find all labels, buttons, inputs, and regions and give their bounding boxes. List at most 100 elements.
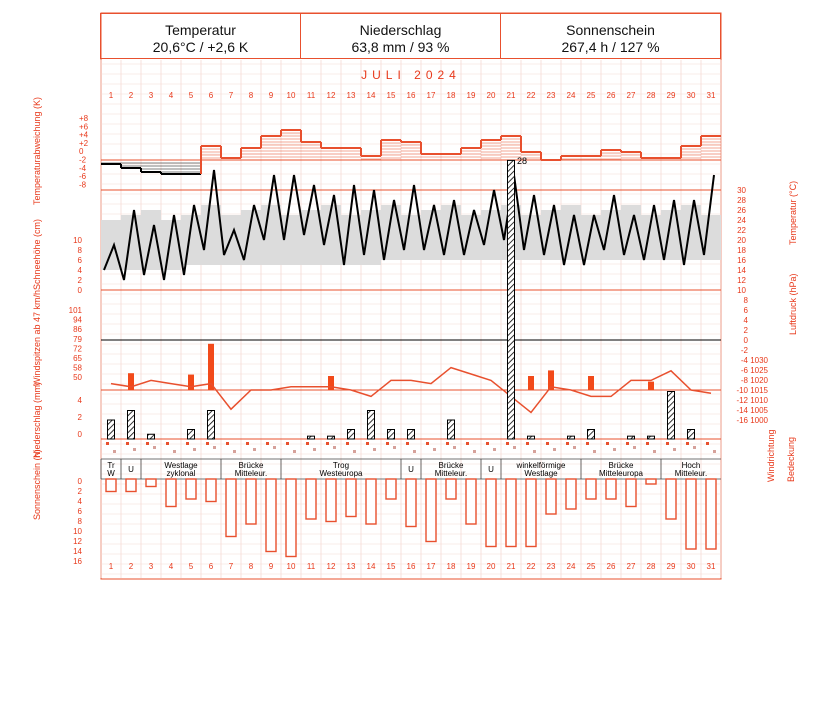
- sunshine-bar: [485, 478, 497, 548]
- day-label-bottom: 4: [169, 562, 174, 571]
- day-label-bottom: 29: [667, 562, 676, 571]
- sunshine-bar: [445, 478, 457, 500]
- weather-type-label: Brücke: [609, 461, 634, 470]
- weather-type-label: Trog: [333, 461, 349, 470]
- day-label-top: 5: [189, 91, 194, 100]
- pressure-tick-label: 1000: [750, 416, 768, 425]
- pressure-dev-tick-label: -4: [741, 356, 749, 365]
- wind-dir-marker: [246, 442, 249, 445]
- pressure-dev-tick-label: -16: [736, 416, 748, 425]
- wind-dir-marker: [686, 442, 689, 445]
- wind-dir-marker: [626, 442, 629, 445]
- sunshine-title: Sonnenschein: [566, 22, 655, 38]
- wind-bar: [548, 370, 554, 390]
- sunshine-bar: [585, 478, 597, 500]
- cloud-label: Bedeckung: [786, 437, 796, 482]
- temp-tick-label: 30: [737, 186, 746, 195]
- sunshine-bar: [145, 478, 157, 488]
- temp-tick-label: 18: [737, 246, 746, 255]
- sunshine-tick-label: 8: [78, 517, 83, 526]
- cloud-marker: [693, 446, 696, 449]
- precipitation-value: 63,8 mm / 93 %: [351, 39, 450, 55]
- temp-axis-label: Temperatur (°C): [788, 181, 798, 245]
- temp-tick-label: 12: [737, 276, 746, 285]
- cloud-marker: [313, 448, 316, 451]
- anomaly-tick-label: +6: [79, 122, 89, 131]
- day-label-top: 16: [407, 91, 416, 100]
- weather-type-label: winkelförmige: [516, 461, 566, 470]
- wind-dir-marker: [666, 442, 669, 445]
- pressure-tick-label: 1030: [750, 356, 768, 365]
- temp-normal-band: [601, 210, 621, 260]
- temp-tick-label: 28: [737, 196, 746, 205]
- anomaly-tick-label: +2: [79, 139, 89, 148]
- wind-dir-marker: [546, 442, 549, 445]
- cloud-marker: [333, 446, 336, 449]
- precip-bar: [447, 419, 455, 440]
- temp-normal-band: [301, 210, 321, 265]
- weather-type-label: Westlage: [164, 461, 198, 470]
- sunshine-bar: [405, 478, 417, 528]
- weather-type-label: Mitteleur.: [435, 469, 467, 478]
- sunshine-tick-label: 14: [73, 547, 82, 556]
- pressure-axis-label: Luftdruck (hPa): [788, 273, 798, 335]
- pressure-dev-tick-label: 8: [744, 296, 749, 305]
- day-label-bottom: 23: [547, 562, 556, 571]
- wind-dir-marker: [406, 442, 409, 445]
- day-label-top: 11: [307, 91, 316, 100]
- temp-normal-band: [201, 205, 221, 265]
- precip-tick-label: 0: [78, 430, 83, 439]
- wind-tick-label: 94: [73, 316, 82, 325]
- day-label-bottom: 6: [209, 562, 214, 571]
- precip-tick-label: 2: [78, 413, 83, 422]
- snow-tick-label: 8: [78, 246, 83, 255]
- wind-bar: [588, 376, 594, 390]
- day-label-bottom: 28: [647, 562, 656, 571]
- wind-dir-marker: [586, 442, 589, 445]
- pressure-line: [110, 366, 712, 414]
- cloud-marker: [573, 446, 576, 449]
- weather-type-label: Mitteleur.: [235, 469, 267, 478]
- sunshine-axis-label: Sonnenschein (h): [32, 449, 42, 520]
- wind-dir-marker: [566, 442, 569, 445]
- temperature-value: 20,6°C / +2,6 K: [152, 39, 249, 55]
- wind-bar: [128, 373, 134, 390]
- wind-tick-label: 65: [73, 354, 82, 363]
- snow-tick-label: 4: [78, 266, 83, 275]
- cloud-marker: [593, 450, 596, 453]
- day-label-bottom: 27: [627, 562, 636, 571]
- pressure-dev-tick-label: 6: [744, 306, 749, 315]
- temp-normal-band: [101, 220, 121, 270]
- snow-tick-label: 6: [78, 256, 83, 265]
- pressure-tick-label: 1005: [750, 406, 768, 415]
- day-label-top: 6: [209, 91, 214, 100]
- day-label-bottom: 17: [427, 562, 436, 571]
- sunshine-bar: [465, 478, 477, 525]
- precip-axis-label: Niederschlag (mm): [32, 382, 42, 458]
- weather-type-label: Westeuropa: [320, 469, 364, 478]
- sunshine-tick-label: 4: [78, 497, 83, 506]
- sunshine-tick-label: 16: [73, 557, 82, 566]
- temp-normal-band: [361, 210, 381, 265]
- wind-dir-marker: [286, 442, 289, 445]
- sunshine-bar: [365, 478, 377, 525]
- sunshine-bar: [665, 478, 677, 520]
- precip-bar: [187, 429, 195, 440]
- sunshine-bar: [125, 478, 137, 493]
- temp-normal-band: [181, 215, 201, 265]
- cloud-marker: [393, 446, 396, 449]
- cloud-marker: [273, 446, 276, 449]
- precip-bar: [407, 429, 415, 440]
- cloud-marker: [353, 450, 356, 453]
- cloud-marker: [613, 448, 616, 451]
- cloud-marker: [133, 448, 136, 451]
- weather-type-label: Tr: [107, 461, 115, 470]
- sunshine-bar: [345, 478, 357, 518]
- wind-dir-marker: [306, 442, 309, 445]
- wind-dir-marker: [326, 442, 329, 445]
- weather-type-label: Mitteleuropa: [599, 469, 644, 478]
- day-label-top: 15: [387, 91, 396, 100]
- pressure-dev-tick-label: -12: [736, 396, 748, 405]
- weather-type-label: U: [488, 465, 494, 474]
- pressure-dev-tick-label: 0: [744, 336, 749, 345]
